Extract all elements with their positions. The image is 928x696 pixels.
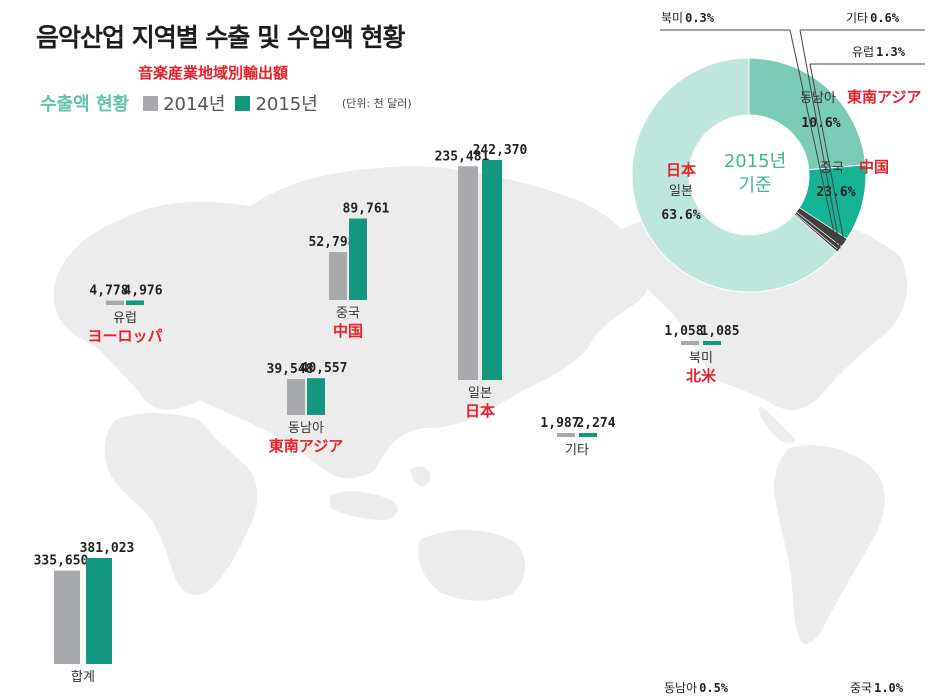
bar-category-label: 일본 — [468, 386, 492, 401]
donut-label-0: 日本 일본 63.6% — [661, 161, 700, 223]
bar-1-1 — [349, 218, 367, 300]
partial-label-name: 중국 — [850, 681, 872, 695]
bar-value-label: 4,976 — [123, 283, 162, 298]
bar-1-3 — [482, 160, 502, 380]
bar-value-label: 4,778 — [89, 284, 128, 299]
legend-title: 수출액 현황 — [40, 94, 130, 115]
slice-label-jp: 日本 — [666, 161, 696, 179]
bar-0-3 — [458, 166, 478, 380]
partial-label-name: 동남아 — [664, 681, 697, 695]
callout-leader — [799, 29, 841, 249]
donut-slice-0 — [631, 57, 838, 293]
donut-callout-5: 북미 0.3% — [660, 11, 839, 252]
donut-center-label: 2015년 — [724, 151, 786, 172]
bar-category-label: 중국 — [336, 306, 360, 321]
bar-category-label: 합계 — [71, 670, 95, 685]
bar-0-5 — [681, 341, 699, 345]
bar-0-6 — [54, 570, 80, 664]
bar-value-label: 1,058 — [664, 324, 703, 339]
legend: 수출액 현황 2014년 2015년 (단위: 천 달러) — [40, 90, 412, 116]
legend-label-2014: 2014년 — [163, 94, 226, 115]
legend-swatch-2014 — [143, 95, 159, 111]
bar-value-label: 2,274 — [576, 416, 615, 431]
bar-1-5 — [703, 341, 721, 345]
bar-category-label: 유럽 — [113, 311, 137, 326]
bar-category-label: 동남아 — [288, 421, 324, 436]
bar-value-label: 235,481 — [435, 149, 490, 164]
bar-category-label-jp: ヨーロッパ — [87, 327, 162, 345]
bar-0-0 — [106, 300, 124, 305]
bar-0-1 — [329, 252, 347, 300]
bar-0-2 — [287, 379, 305, 415]
unit-label: (단위: 천 달러) — [341, 97, 412, 110]
slice-label: 중국 — [820, 161, 844, 176]
slice-label: 유럽 — [852, 45, 874, 59]
slice-label: 일본 — [669, 184, 693, 199]
bar-1-0 — [126, 300, 144, 305]
donut-slices — [631, 57, 867, 293]
bar-1-4 — [579, 433, 597, 437]
donut-slice-1 — [748, 57, 867, 171]
bar-value-label: 1,987 — [540, 416, 579, 431]
bar-category-label-jp: 中国 — [333, 322, 363, 340]
subtitle-japanese: 音楽産業地域別輸出額 — [138, 64, 289, 82]
partial-label-value: 1.0% — [874, 681, 904, 695]
bar-0-4 — [557, 433, 575, 437]
callout-leader — [789, 29, 839, 252]
bar-value-label: 381,023 — [80, 541, 135, 556]
page-title: 음악산업 지역별 수출 및 수입액 현황 — [36, 23, 406, 52]
bar-value-label: 89,761 — [343, 202, 390, 217]
slice-label: 기타 — [846, 11, 868, 25]
slice-value: 63.6% — [661, 208, 700, 223]
bar-category-label-jp: 日本 — [465, 402, 495, 420]
legend-label-2015: 2015년 — [255, 94, 318, 115]
bar-category-label: 북미 — [689, 351, 713, 366]
donut-hole — [690, 116, 808, 234]
bar-value-label: 40,557 — [301, 361, 348, 376]
slice-value: 0.3% — [685, 11, 715, 25]
slice-label-jp: 東南アジア — [847, 88, 921, 106]
donut-callout-3: 유럽 1.3% — [809, 45, 925, 243]
slice-value: 1.3% — [876, 45, 906, 59]
slice-label: 북미 — [661, 11, 683, 25]
legend-swatch-2015 — [235, 95, 251, 111]
callout-text: 북미 0.3% — [661, 11, 715, 25]
callout-text: 기타 0.6% — [846, 11, 900, 25]
bar-value-label: 242,370 — [473, 143, 528, 158]
partial-label-value: 0.5% — [699, 681, 729, 695]
callout-text: 유럽 1.3% — [852, 45, 906, 59]
bar-value-label: 52,798 — [309, 235, 356, 250]
bar-value-label: 39,548 — [267, 362, 314, 377]
bar-1-6 — [86, 558, 112, 664]
bar-category-label: 기타 — [565, 443, 589, 458]
bar-category-label-jp: 北米 — [686, 367, 717, 385]
partial-label-1: 중국 1.0% — [850, 681, 904, 695]
slice-label-jp: 中国 — [859, 158, 889, 176]
partial-label-0: 동남아 0.5% — [664, 681, 729, 695]
slice-value: 0.6% — [870, 11, 900, 25]
bar-value-label: 335,650 — [34, 554, 89, 569]
bar-category-label-jp: 東南アジア — [269, 437, 343, 455]
bar-1-2 — [307, 378, 325, 415]
donut-callout-4: 기타 0.6% — [799, 11, 925, 249]
callout-leader — [809, 63, 845, 243]
bar-value-label: 1,085 — [700, 324, 739, 339]
slice-label: 동남아 — [800, 91, 836, 106]
donut-center-label: 기준 — [738, 175, 771, 196]
